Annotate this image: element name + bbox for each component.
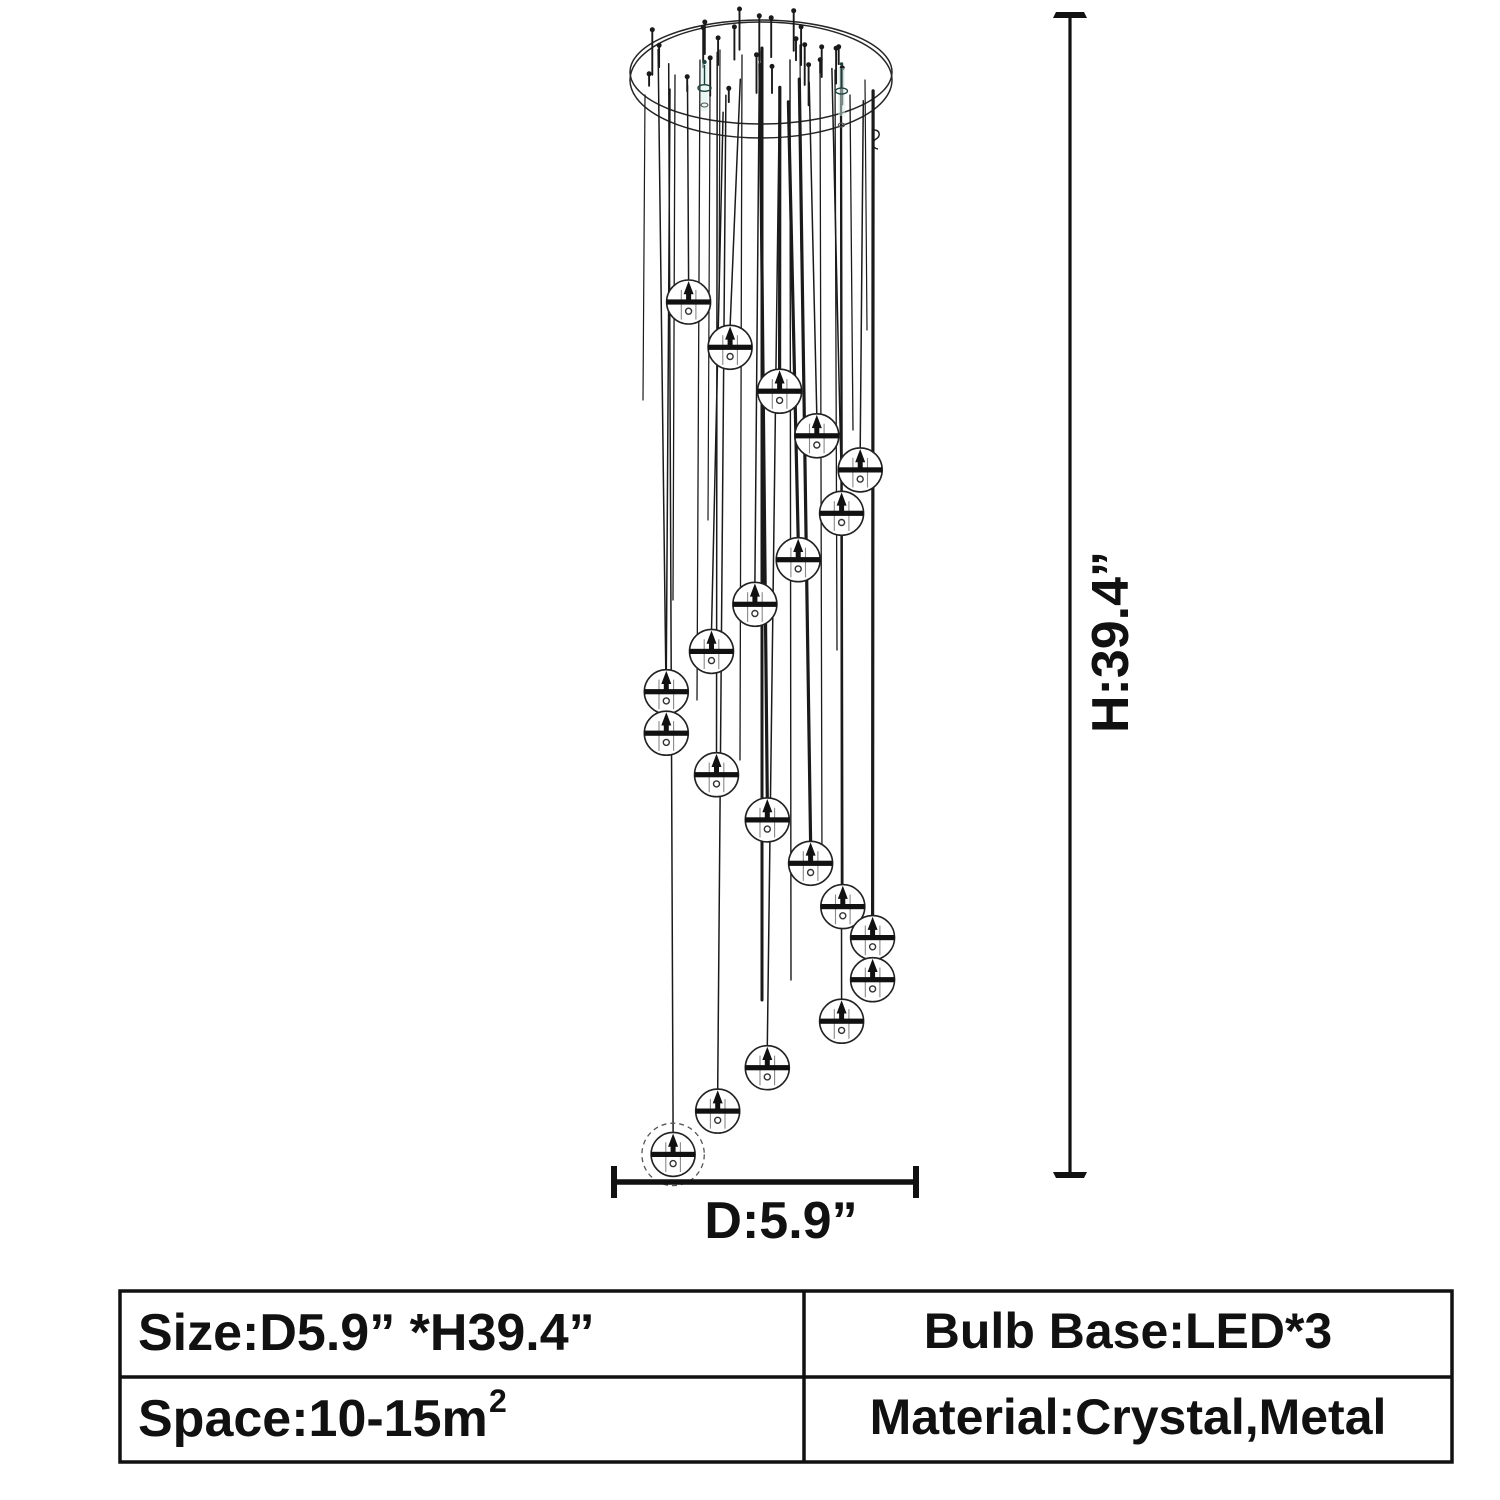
svg-text:2: 2 (489, 1383, 507, 1419)
svg-text:H:39.4”: H:39.4” (1082, 551, 1140, 733)
svg-text:Material:Crystal,Metal: Material:Crystal,Metal (870, 1389, 1387, 1445)
svg-text:Size:D5.9” *H39.4”: Size:D5.9” *H39.4” (138, 1304, 595, 1362)
svg-text:Space:10-15m: Space:10-15m (138, 1390, 488, 1448)
svg-text:D:5.9”: D:5.9” (704, 1192, 857, 1250)
svg-text:Bulb Base:LED*3: Bulb Base:LED*3 (924, 1303, 1332, 1359)
